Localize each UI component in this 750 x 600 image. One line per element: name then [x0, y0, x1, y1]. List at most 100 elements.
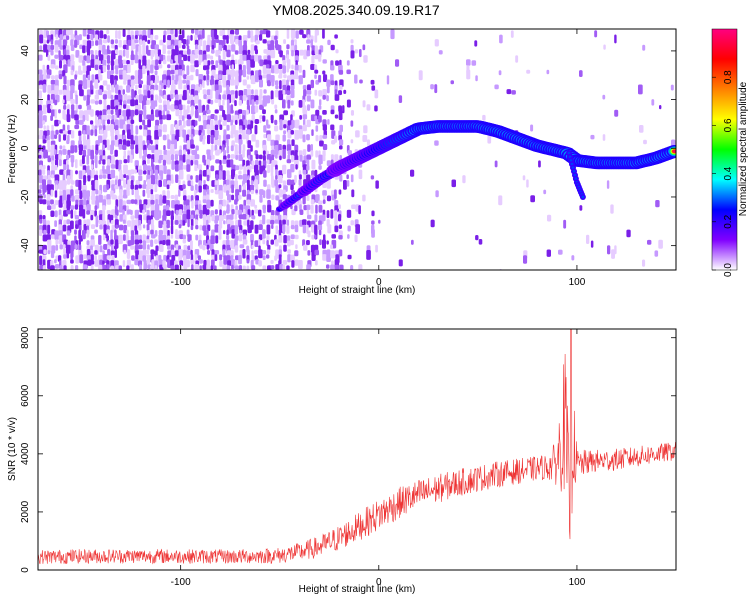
- spectrogram-noise-cell: [362, 135, 368, 142]
- spectrogram-noise-cell: [122, 59, 127, 65]
- spectrogram-noise-cell: [246, 109, 249, 115]
- spectrogram-noise-cell: [275, 60, 279, 65]
- snr-series-line: [38, 329, 676, 565]
- spectrogram-noise-cell: [214, 219, 219, 224]
- spectrogram-noise-cell: [330, 44, 335, 51]
- spectrogram-noise-cell: [198, 34, 202, 41]
- spectrogram-noise-cell: [126, 189, 130, 196]
- spectrogram-noise-cell: [98, 159, 102, 165]
- spectrogram-noise-cell: [451, 179, 456, 188]
- spectrogram-noise-cell: [38, 249, 44, 254]
- spectrogram-noise-cell: [99, 155, 103, 161]
- spectrogram-noise-cell: [242, 54, 247, 61]
- spectrogram-noise-cell: [190, 99, 195, 108]
- spectrogram-noise-cell: [246, 199, 251, 205]
- spectrogram-noise-cell: [91, 144, 95, 151]
- spectrogram-noise-cell: [159, 114, 163, 121]
- spectrogram-noise-cell: [282, 164, 287, 175]
- spectrogram-noise-cell: [39, 184, 43, 190]
- spectrogram-noise-cell: [50, 30, 54, 36]
- spectrogram-noise-cell: [162, 59, 167, 65]
- spectrogram-noise-cell: [207, 154, 212, 161]
- spectrogram-noise-cell: [163, 104, 168, 112]
- spectrogram-noise-cell: [214, 224, 219, 233]
- spectrogram-noise-cell: [67, 124, 70, 131]
- spectrogram-noise-cell: [163, 30, 167, 36]
- spectrogram-noise-cell: [311, 159, 316, 170]
- spectrogram-noise-cell: [70, 79, 75, 88]
- spectrogram-noise-cell: [58, 239, 63, 245]
- spectrogram-noise-cell: [102, 260, 105, 265]
- spectrogram-noise-cell: [563, 219, 567, 229]
- spectrogram-noise-cell: [259, 59, 264, 67]
- spectrogram-noise-cell: [139, 80, 144, 85]
- spectrogram-noise-cell: [170, 69, 175, 75]
- spectrogram-noise-cell: [282, 180, 287, 187]
- spectrogram-noise-cell: [71, 195, 75, 202]
- spectrogram-noise-cell: [226, 234, 230, 240]
- spectrogram-noise-cell: [506, 89, 512, 95]
- spectrogram-noise-cell: [99, 129, 104, 135]
- spectrogram-noise-cell: [358, 205, 361, 215]
- spectrogram-noise-cell: [118, 195, 123, 201]
- spectrogram-noise-cell: [146, 84, 150, 92]
- spectrogram-noise-cell: [266, 119, 269, 126]
- spectrogram-noise-cell: [338, 189, 342, 195]
- spectrogram-noise-cell: [318, 74, 322, 83]
- spectrogram-noise-cell: [66, 219, 71, 225]
- spectrogram-noise-cell: [182, 154, 186, 163]
- spectrogram-noise-cell: [590, 134, 595, 140]
- spectrogram-noise-cell: [339, 139, 344, 146]
- spectrogram-noise-cell: [170, 219, 174, 226]
- spectrogram-noise-cell: [126, 265, 130, 270]
- spectrogram-noise-cell: [286, 44, 290, 50]
- spectrogram-noise-cell: [258, 234, 263, 241]
- spectrogram-noise-cell: [50, 99, 54, 104]
- spectrogram-noise-cell: [466, 69, 471, 80]
- spectrogram-noise-cell: [102, 205, 106, 211]
- spectrogram-noise-cell: [42, 104, 47, 115]
- spectrogram-noise-cell: [322, 59, 327, 64]
- spectrogram-noise-cell: [74, 114, 79, 121]
- spectrogram-noise-cell: [279, 119, 283, 126]
- spectrogram-noise-cell: [43, 125, 46, 130]
- spectrogram-noise-cell: [207, 60, 211, 66]
- spectrogram-noise-cell: [127, 129, 132, 140]
- spectrogram-noise-cell: [150, 249, 155, 255]
- spectrogram-noise-cell: [262, 39, 267, 44]
- spectrogram-noise-cell: [255, 74, 259, 83]
- snr-x-tick-label: -100: [171, 577, 191, 588]
- spectrogram-noise-cell: [50, 265, 55, 270]
- spectrogram-noise-cell: [90, 99, 95, 104]
- spectrogram-noise-cell: [275, 154, 278, 159]
- spectrogram-noise-cell: [223, 114, 227, 121]
- spectrogram-noise-cell: [234, 79, 239, 87]
- spectrogram-noise-cell: [247, 89, 252, 96]
- spectrogram-noise-cell: [150, 80, 154, 85]
- spectrogram-noise-cell: [271, 179, 276, 188]
- spectrogram-noise-cell: [42, 265, 46, 270]
- spectrogram-noise-cell: [498, 195, 503, 206]
- spectrogram-noise-cell: [146, 239, 150, 244]
- spectrogram-noise-cell: [78, 244, 82, 251]
- spectrogram-noise-cell: [183, 120, 186, 128]
- spectrogram-noise-cell: [194, 129, 199, 135]
- spectrogram-noise-cell: [118, 59, 124, 69]
- spectrogram-noise-cell: [58, 230, 63, 237]
- spectrogram-noise-cell: [46, 200, 51, 206]
- spectrogram-noise-cell: [251, 99, 255, 106]
- spectrogram-noise-cell: [310, 64, 315, 70]
- spectrogram-noise-cell: [370, 175, 375, 180]
- spectrogram-noise-cell: [290, 164, 295, 173]
- spectrogram-noise-cell: [178, 40, 182, 49]
- spectrogram-noise-cell: [186, 39, 189, 47]
- spectrogram-noise-cell: [206, 44, 210, 52]
- spectrogram-noise-cell: [326, 240, 329, 245]
- spectrogram-noise-cell: [270, 259, 274, 264]
- spectrogram-noise-cell: [94, 49, 98, 57]
- spectrogram-noise-cell: [218, 74, 222, 80]
- spectrogram-noise-cell: [118, 159, 123, 165]
- spectrogram-noise-cell: [202, 139, 206, 145]
- spectrogram-noise-cell: [322, 154, 326, 162]
- spectrogram-noise-cell: [294, 119, 300, 129]
